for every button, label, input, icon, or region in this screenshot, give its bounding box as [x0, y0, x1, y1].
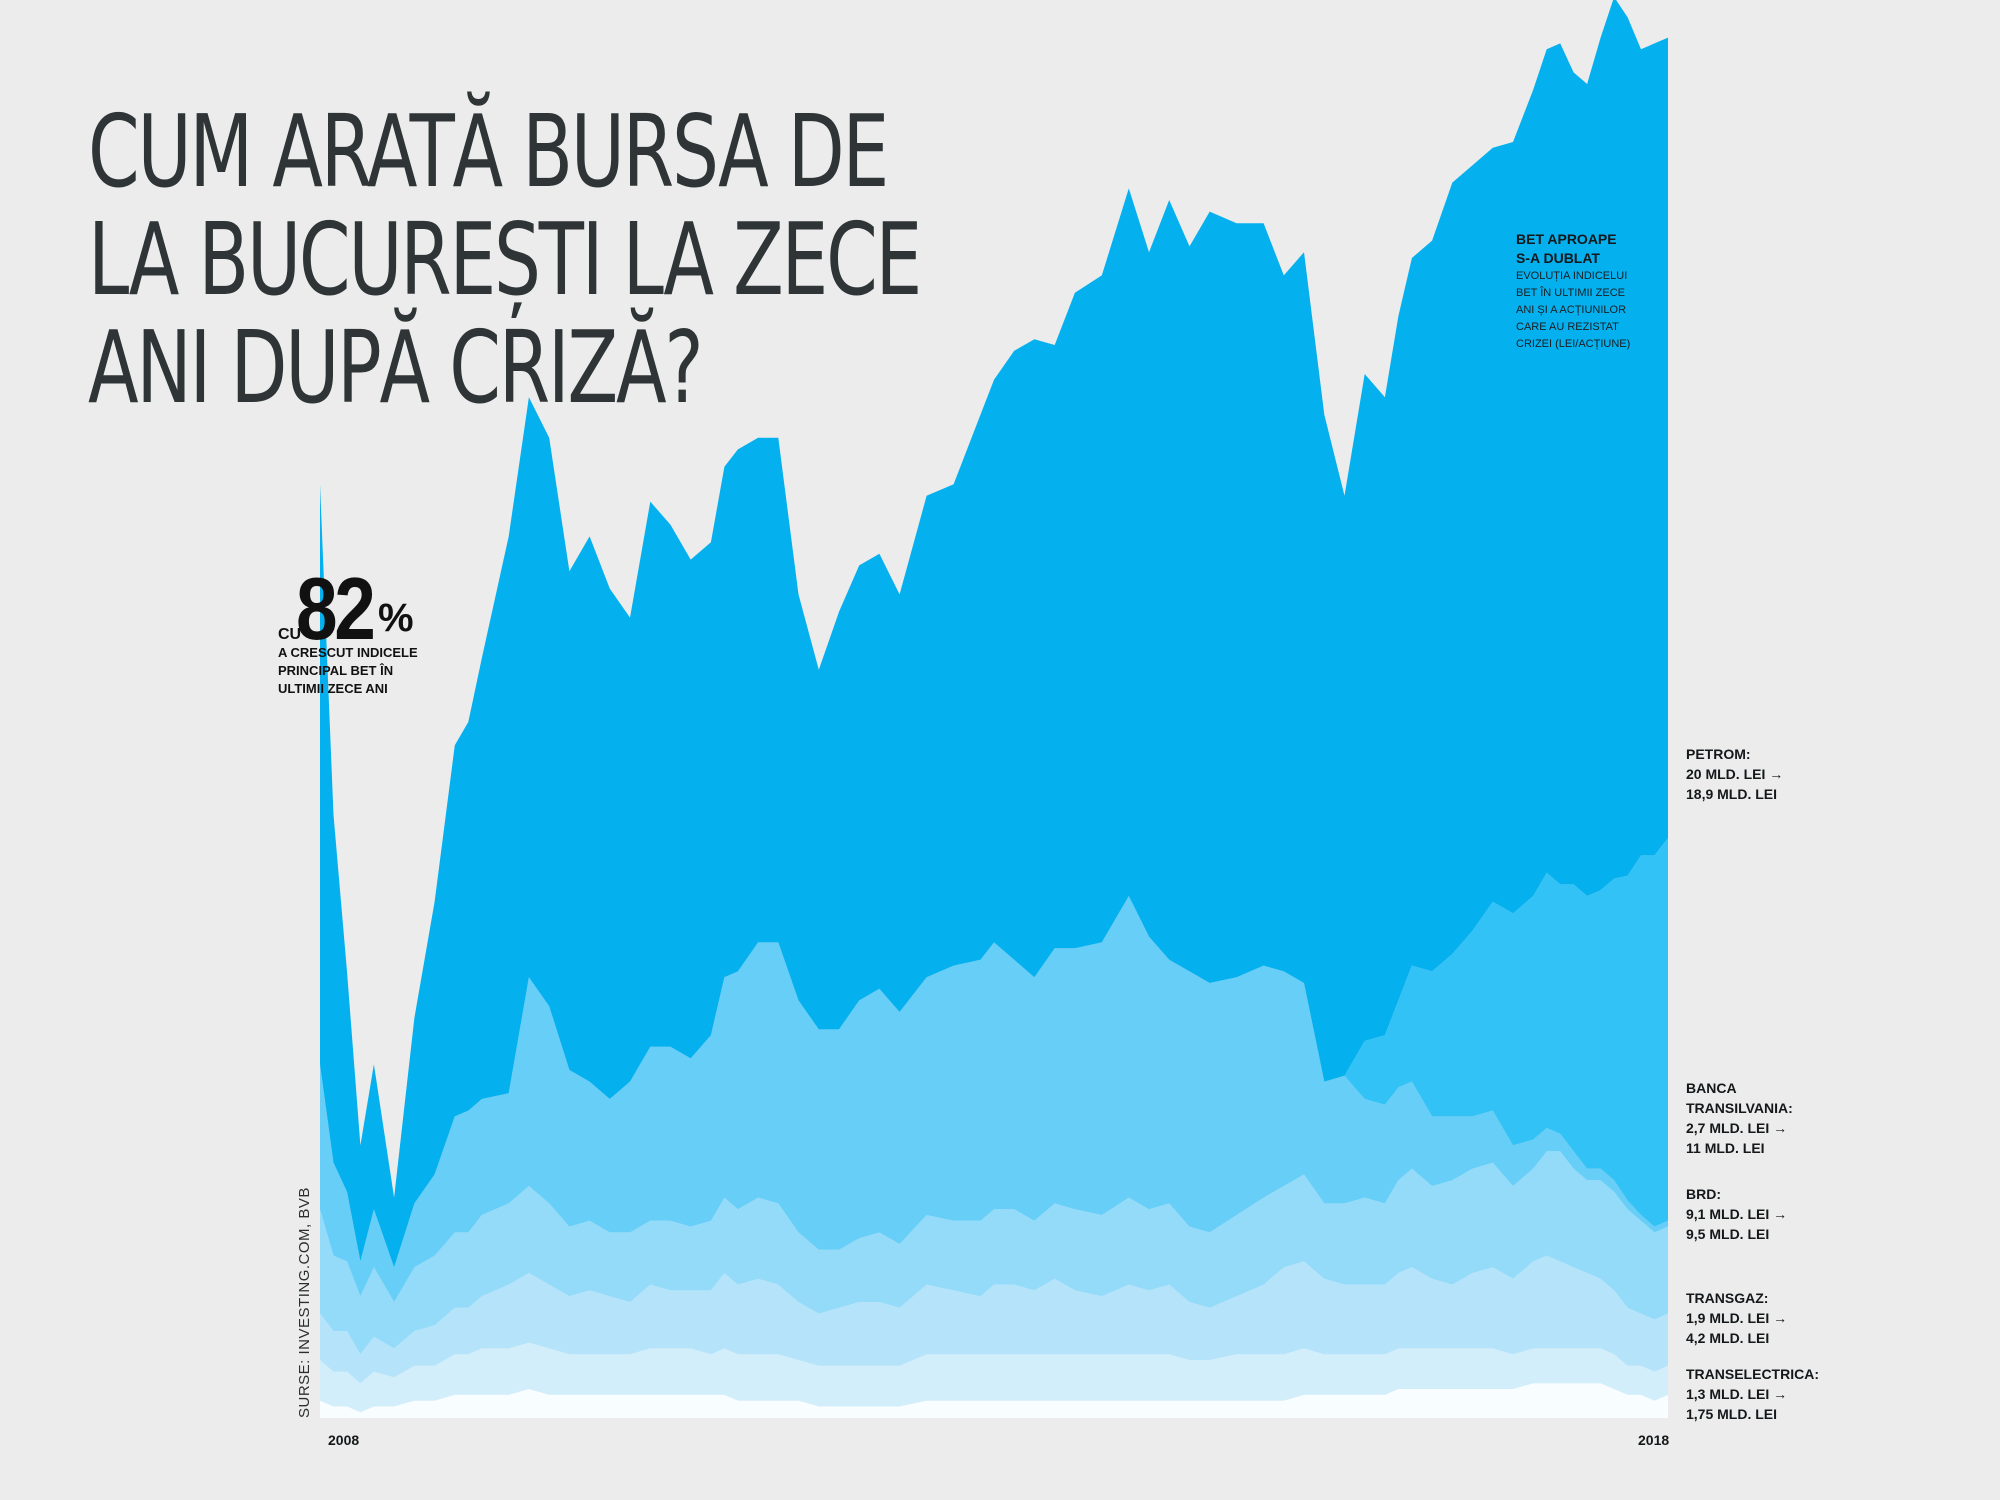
series-label-transelectrica: TRANSELECTRICA: 1,3 MLD. LEI → 1,75 MLD.… [1686, 1364, 1846, 1424]
series-label-bt-4: 11 MLD. LEI [1686, 1140, 1765, 1156]
area-transelectrica [320, 1342, 1668, 1413]
series-label-bt-2: TRANSILVANIA: [1686, 1100, 1793, 1116]
highlight-value: 82 [296, 559, 376, 658]
source-note: SURSE: INVESTING.COM, BVB [296, 1187, 313, 1418]
series-label-brd-3: 9,5 MLD. LEI [1686, 1226, 1770, 1242]
series-label-petrom-2: 20 MLD. LEI → [1686, 766, 1784, 782]
bet-note-desc-1: EVOLUȚIA INDICELUI [1516, 270, 1628, 282]
area-petrom [320, 838, 1668, 1268]
highlight-line-2: PRINCIPAL BET ÎN [278, 663, 394, 678]
series-label-transelectrica-3: 1,75 MLD. LEI [1686, 1406, 1778, 1422]
x-tick-start: 2008 [328, 1432, 360, 1448]
series-label-transgaz-1: TRANSGAZ: [1686, 1290, 1769, 1306]
chart-areas [320, 0, 1668, 1418]
series-label-transelectrica-2: 1,3 MLD. LEI → [1686, 1386, 1788, 1402]
series-label-brd-2: 9,1 MLD. LEI → [1686, 1206, 1788, 1222]
title-line-3: ANI DUPĂ CRIZĂ? [88, 309, 704, 426]
area-transgaz [320, 1255, 1668, 1384]
series-label-brd-1: BRD: [1686, 1186, 1721, 1202]
highlight-line-1: A CRESCUT INDICELE [278, 645, 418, 660]
series-label-transgaz: TRANSGAZ: 1,9 MLD. LEI → 4,2 MLD. LEI [1686, 1288, 1846, 1348]
bet-note-desc-3: ANI ȘI A ACȚIUNILOR [1516, 304, 1627, 316]
area-bet [320, 0, 1668, 1268]
highlight-description: A CRESCUT INDICELE PRINCIPAL BET ÎN ULTI… [278, 644, 438, 698]
series-label-bt-1: BANCA [1686, 1080, 1737, 1096]
title-line-2: LA BUCUREȘTI LA ZECE [88, 201, 922, 318]
bet-note-heading: BET APROAPE S-A DUBLAT [1516, 230, 1656, 268]
series-label-petrom: PETROM: 20 MLD. LEI → 18,9 MLD. LEI [1686, 744, 1846, 804]
series-label-bt-3: 2,7 MLD. LEI → [1686, 1120, 1788, 1136]
series-label-banca-transilvania: BANCA TRANSILVANIA: 2,7 MLD. LEI → 11 ML… [1686, 1078, 1846, 1158]
series-label-brd: BRD: 9,1 MLD. LEI → 9,5 MLD. LEI [1686, 1184, 1846, 1244]
area-brd [320, 1151, 1668, 1355]
bet-note-desc-5: CRIZEI (LEI/ACȚIUNE) [1516, 338, 1631, 350]
page-title: CUM ARATĂ BURSA DE LA BUCUREȘTI LA ZECE … [88, 93, 922, 426]
bet-note-desc-4: CARE AU REZISTAT [1516, 321, 1619, 333]
series-label-petrom-1: PETROM: [1686, 746, 1751, 762]
highlight-line-3: ULTIMII ZECE ANI [278, 681, 388, 696]
bet-note-description: EVOLUȚIA INDICELUI BET ÎN ULTIMII ZECE A… [1516, 268, 1656, 353]
bet-note-desc-2: BET ÎN ULTIMII ZECE [1516, 287, 1625, 299]
bet-note-head-2: S-A DUBLAT [1516, 250, 1600, 266]
title-line-1: CUM ARATĂ BURSA DE [88, 93, 889, 210]
series-label-petrom-3: 18,9 MLD. LEI [1686, 786, 1778, 802]
bet-note-head-1: BET APROAPE [1516, 231, 1617, 247]
series-label-transgaz-3: 4,2 MLD. LEI [1686, 1330, 1770, 1346]
area-banca-transilvania [320, 896, 1668, 1302]
highlight-unit: % [378, 596, 414, 640]
series-label-transgaz-2: 1,9 MLD. LEI → [1686, 1310, 1788, 1326]
series-label-transelectrica-1: TRANSELECTRICA: [1686, 1366, 1819, 1382]
highlight-prefix: CU [278, 626, 302, 643]
x-tick-end: 2018 [1638, 1432, 1670, 1448]
